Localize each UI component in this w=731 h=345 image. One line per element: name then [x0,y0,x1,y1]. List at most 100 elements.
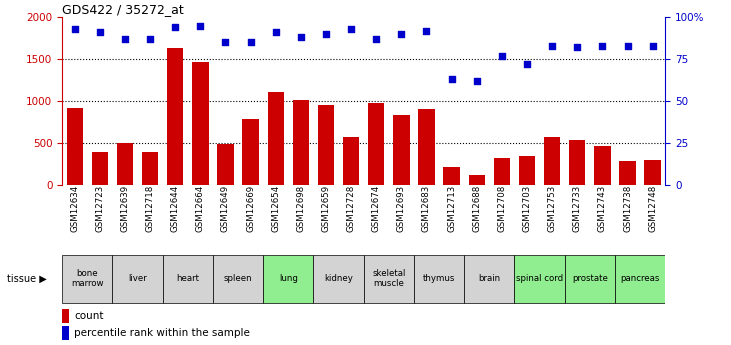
Text: pancreas: pancreas [621,274,660,283]
Bar [414,255,464,303]
Text: skeletal
muscle: skeletal muscle [372,269,406,288]
Bar [113,255,162,303]
Bar [318,105,334,185]
Bar [569,140,586,185]
Point [471,78,482,83]
Point [194,23,206,28]
Text: GSM12738: GSM12738 [623,185,632,232]
Bar [594,146,610,185]
Point [69,26,80,32]
Point [395,31,407,37]
Text: count: count [75,311,104,321]
Text: heart: heart [176,274,200,283]
Text: tissue ▶: tissue ▶ [7,274,47,284]
Text: GSM12703: GSM12703 [523,185,531,232]
Bar [91,151,108,185]
Bar [393,115,409,185]
Bar [142,152,158,185]
Text: GSM12639: GSM12639 [121,185,129,232]
Bar [493,158,510,185]
Text: GSM12664: GSM12664 [196,185,205,232]
Bar [364,255,414,303]
Bar [615,255,665,303]
Text: lung: lung [279,274,298,283]
Bar [117,143,133,185]
Bar [62,309,69,323]
Text: GSM12693: GSM12693 [397,185,406,232]
Bar [263,255,314,303]
Point [647,43,659,48]
Text: spleen: spleen [224,274,252,283]
Text: GSM12723: GSM12723 [95,185,105,232]
Text: kidney: kidney [324,274,353,283]
Point [144,36,156,42]
Text: thymus: thymus [423,274,455,283]
Bar [268,92,284,185]
Point [94,30,106,35]
Point [521,61,533,67]
Point [572,45,583,50]
Bar [444,167,460,185]
Bar [515,255,564,303]
Text: GSM12698: GSM12698 [296,185,306,232]
Bar [62,326,69,340]
Bar [62,255,113,303]
Text: GSM12728: GSM12728 [346,185,355,232]
Bar [519,156,535,185]
Text: GSM12753: GSM12753 [548,185,556,232]
Text: GDS422 / 35272_at: GDS422 / 35272_at [62,3,184,16]
Text: GSM12748: GSM12748 [648,185,657,232]
Text: bone
marrow: bone marrow [71,269,104,288]
Text: GSM12683: GSM12683 [422,185,431,232]
Bar [645,160,661,185]
Bar [243,119,259,185]
Text: GSM12708: GSM12708 [497,185,507,232]
Bar [314,255,364,303]
Text: GSM12634: GSM12634 [70,185,79,232]
Text: GSM12743: GSM12743 [598,185,607,232]
Bar [368,104,385,185]
Bar [213,255,263,303]
Point [446,76,458,82]
Text: GSM12649: GSM12649 [221,185,230,232]
Text: GSM12644: GSM12644 [171,185,180,232]
Text: GSM12733: GSM12733 [573,185,582,232]
Point [596,43,608,48]
Point [295,34,307,40]
Text: GSM12669: GSM12669 [246,185,255,232]
Bar [619,161,636,185]
Text: prostate: prostate [572,274,607,283]
Point [420,28,432,33]
Bar [162,255,213,303]
Bar [217,144,234,185]
Point [371,36,382,42]
Point [621,43,633,48]
Bar [192,62,208,185]
Bar [292,100,309,185]
Text: GSM12713: GSM12713 [447,185,456,232]
Text: GSM12718: GSM12718 [145,185,154,232]
Bar [167,48,183,185]
Bar [464,255,515,303]
Point [320,31,332,37]
Point [170,24,181,30]
Bar [418,109,435,185]
Text: GSM12674: GSM12674 [372,185,381,232]
Text: liver: liver [128,274,147,283]
Text: GSM12688: GSM12688 [472,185,481,232]
Point [345,26,357,32]
Point [245,40,257,45]
Point [219,40,231,45]
Text: percentile rank within the sample: percentile rank within the sample [75,328,250,338]
Bar [564,255,615,303]
Point [119,36,131,42]
Bar [343,137,359,185]
Bar [469,175,485,185]
Bar [67,108,83,185]
Bar [544,137,560,185]
Text: brain: brain [478,274,501,283]
Text: GSM12654: GSM12654 [271,185,280,232]
Point [270,30,281,35]
Point [546,43,558,48]
Point [496,53,508,59]
